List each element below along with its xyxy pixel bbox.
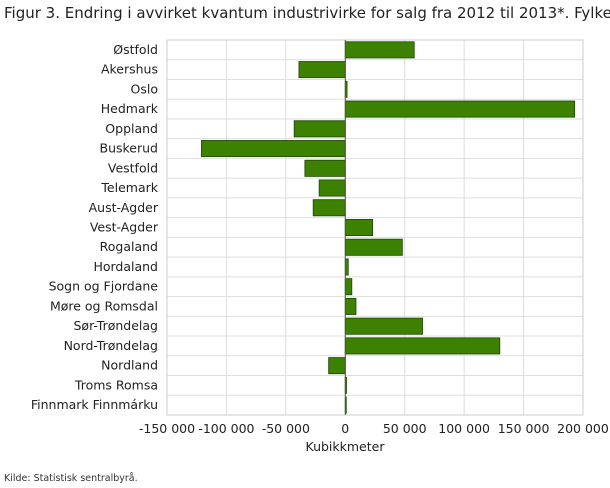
category-label: Telemark <box>100 180 158 195</box>
bar-buskerud <box>201 140 346 158</box>
plot-frame <box>166 39 584 416</box>
category-label: Rogaland <box>100 239 158 254</box>
chart-title: Figur 3. Endring i avvirket kvantum indu… <box>4 4 610 22</box>
category-label: Nord-Trøndelag <box>64 338 158 353</box>
category-label: Sogn og Fjordane <box>49 279 159 294</box>
bar-rogaland <box>344 238 403 256</box>
category-label: Aust-Agder <box>89 200 159 215</box>
category-labels: Østfold Akershus Oslo Hedmark Oppland Buskeru… <box>31 42 159 412</box>
bar-sogn-og-fjordane <box>344 278 353 296</box>
category-label: Oppland <box>105 121 158 136</box>
source-note: Kilde: Statistisk sentralbyrå. <box>4 473 138 484</box>
x-tick-labels: -150 000 -100 000 -50 000 0 50 000 100 000 150… <box>139 421 609 436</box>
category-label: Sør-Trøndelag <box>74 318 159 333</box>
category-label: Østfold <box>113 42 158 57</box>
bar-aust-agder <box>312 199 346 217</box>
category-label: Oslo <box>131 81 158 96</box>
x-tick-label: -150 000 <box>139 421 195 436</box>
category-label: Hordaland <box>93 259 158 274</box>
x-tick-label: 200 000 <box>557 421 609 436</box>
x-tick-label: -100 000 <box>198 421 254 436</box>
category-label: Nordland <box>101 358 158 373</box>
category-label: Vestfold <box>108 160 158 175</box>
grid <box>166 40 584 415</box>
x-tick-label: 150 000 <box>498 421 550 436</box>
bar-vest-agder <box>344 219 374 236</box>
category-label: Hedmark <box>101 101 159 116</box>
bar-telemark <box>318 179 346 197</box>
x-tick-label: 100 000 <box>438 421 490 436</box>
category-label: Møre og Romsdal <box>50 298 158 313</box>
bar-nord-trøndelag <box>344 337 501 355</box>
bars <box>201 40 576 415</box>
category-label: Buskerud <box>100 141 159 156</box>
bar-akershus <box>298 61 346 79</box>
bar-nordland <box>328 357 346 375</box>
bar-østfold <box>344 41 415 59</box>
bar-oppland <box>293 120 346 138</box>
x-tick-label: 0 <box>341 421 349 436</box>
category-label: Vest-Agder <box>90 220 159 235</box>
bar-vestfold <box>304 159 346 177</box>
bar-møre-og-romsdal <box>344 297 357 315</box>
x-axis-label: Kubikkmeter <box>306 439 386 454</box>
x-tick-label: -50 000 <box>262 421 310 436</box>
category-label: Finnmark Finnmárku <box>31 397 158 412</box>
category-label: Akershus <box>101 62 158 77</box>
x-tick-label: 50 000 <box>383 421 427 436</box>
bar-sør-trøndelag <box>344 317 423 335</box>
category-label: Troms Romsa <box>74 377 158 392</box>
bar-hedmark <box>344 100 576 118</box>
